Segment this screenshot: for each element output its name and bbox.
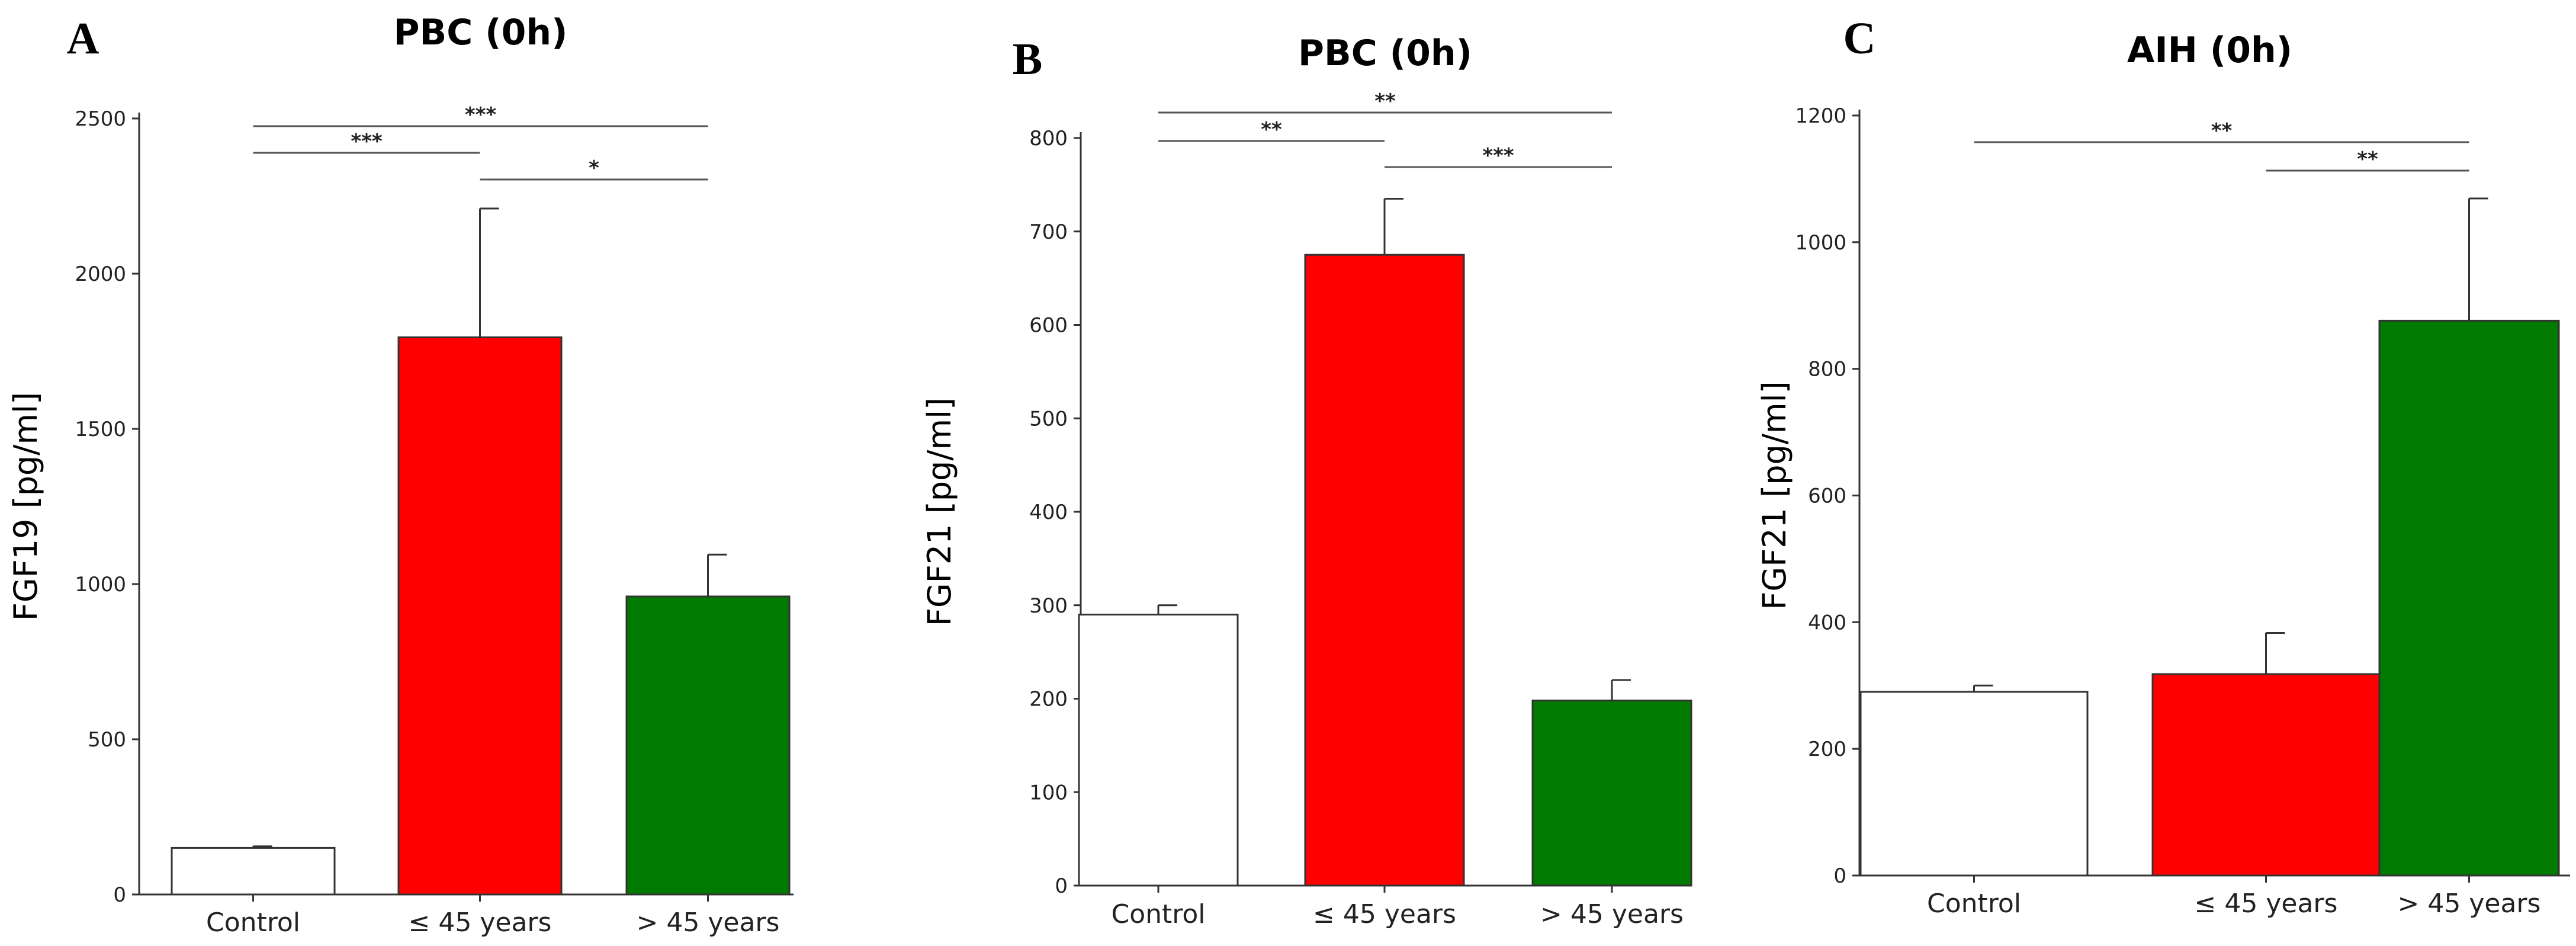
chart-b-ytick-label: 400	[1029, 501, 1068, 524]
chart-a-xtick-label: > 45 years	[637, 907, 780, 938]
chart-a-ytick-label: 2000	[75, 262, 126, 286]
chart-c-ytick-label: 800	[1808, 358, 1846, 381]
chart-b-ytick-label: 700	[1029, 220, 1068, 244]
chart-c-ytick-label: 1200	[1795, 104, 1846, 128]
chart-b-significance-label: **	[1374, 89, 1396, 113]
chart-b-significance-label: ***	[1482, 144, 1514, 168]
chart-b-ytick-label: 200	[1029, 688, 1068, 711]
chart-b-panel-letter: B	[1013, 34, 1043, 84]
chart-a-title: PBC (0h)	[394, 12, 568, 53]
chart-a-bar	[397, 336, 563, 896]
chart-b-xtick-label: Control	[1111, 899, 1205, 929]
chart-a-significance-label: ***	[465, 103, 497, 127]
chart-c-xtick-label: > 45 years	[2398, 889, 2541, 919]
chart-c-ytick-label: 400	[1808, 611, 1846, 634]
chart-a-ytick-label: 0	[113, 883, 126, 907]
chart-c-ytick-label: 0	[1833, 864, 1846, 888]
chart-c-significance-label: **	[2211, 119, 2233, 143]
chart-c-ytick-label: 200	[1808, 737, 1846, 761]
chart-b-bar	[1078, 614, 1239, 887]
chart-a-ytick-label: 2500	[75, 107, 126, 131]
chart-a-ylabel: FGF19 [pg/ml]	[7, 392, 44, 621]
chart-b-title: PBC (0h)	[1298, 33, 1472, 74]
chart-a-ytick-label: 500	[88, 728, 126, 752]
chart-c-bar	[1859, 691, 2089, 877]
chart-c-ytick-label: 1000	[1795, 231, 1846, 255]
chart-c-bar	[2151, 673, 2381, 877]
chart-a-significance-label: *	[589, 156, 599, 180]
chart-a-ytick-label: 1500	[75, 418, 126, 441]
chart-c-xtick-label: ≤ 45 years	[2195, 889, 2338, 919]
chart-c-xtick-label: Control	[1927, 889, 2021, 919]
chart-a-bar	[625, 595, 791, 896]
chart-c-ytick-label: 600	[1808, 485, 1846, 508]
chart-b-ytick-label: 300	[1029, 594, 1068, 618]
chart-a-panel-letter: A	[67, 14, 99, 63]
chart-b-ytick-label: 100	[1029, 781, 1068, 804]
chart-b-xtick-label: > 45 years	[1540, 899, 1684, 929]
chart-b-ylabel: FGF21 [pg/ml]	[921, 397, 958, 626]
chart-a-bar	[171, 846, 336, 896]
chart-b-ytick-label: 800	[1029, 127, 1068, 150]
chart-b-ytick-label: 0	[1055, 874, 1068, 898]
chart-b-bar	[1531, 700, 1692, 887]
chart-b-ytick-label: 600	[1029, 314, 1068, 338]
chart-a-xtick-label: Control	[206, 907, 300, 938]
chart-c-title: AIH (0h)	[2127, 30, 2292, 71]
chart-c-bar	[2378, 319, 2560, 877]
chart-a-significance-label: ***	[351, 130, 383, 153]
chart-c-significance-label: **	[2357, 147, 2378, 171]
chart-b-bar	[1304, 254, 1465, 887]
chart-b-significance-label: **	[1261, 118, 1282, 142]
chart-b-xtick-label: ≤ 45 years	[1313, 899, 1456, 929]
chart-c-ylabel: FGF21 [pg/ml]	[1756, 381, 1793, 610]
chart-a-ytick-label: 1000	[75, 573, 126, 597]
chart-b-ytick-label: 500	[1029, 407, 1068, 431]
chart-a-xtick-label: ≤ 45 years	[409, 907, 552, 938]
chart-c-panel-letter: C	[1843, 14, 1876, 63]
